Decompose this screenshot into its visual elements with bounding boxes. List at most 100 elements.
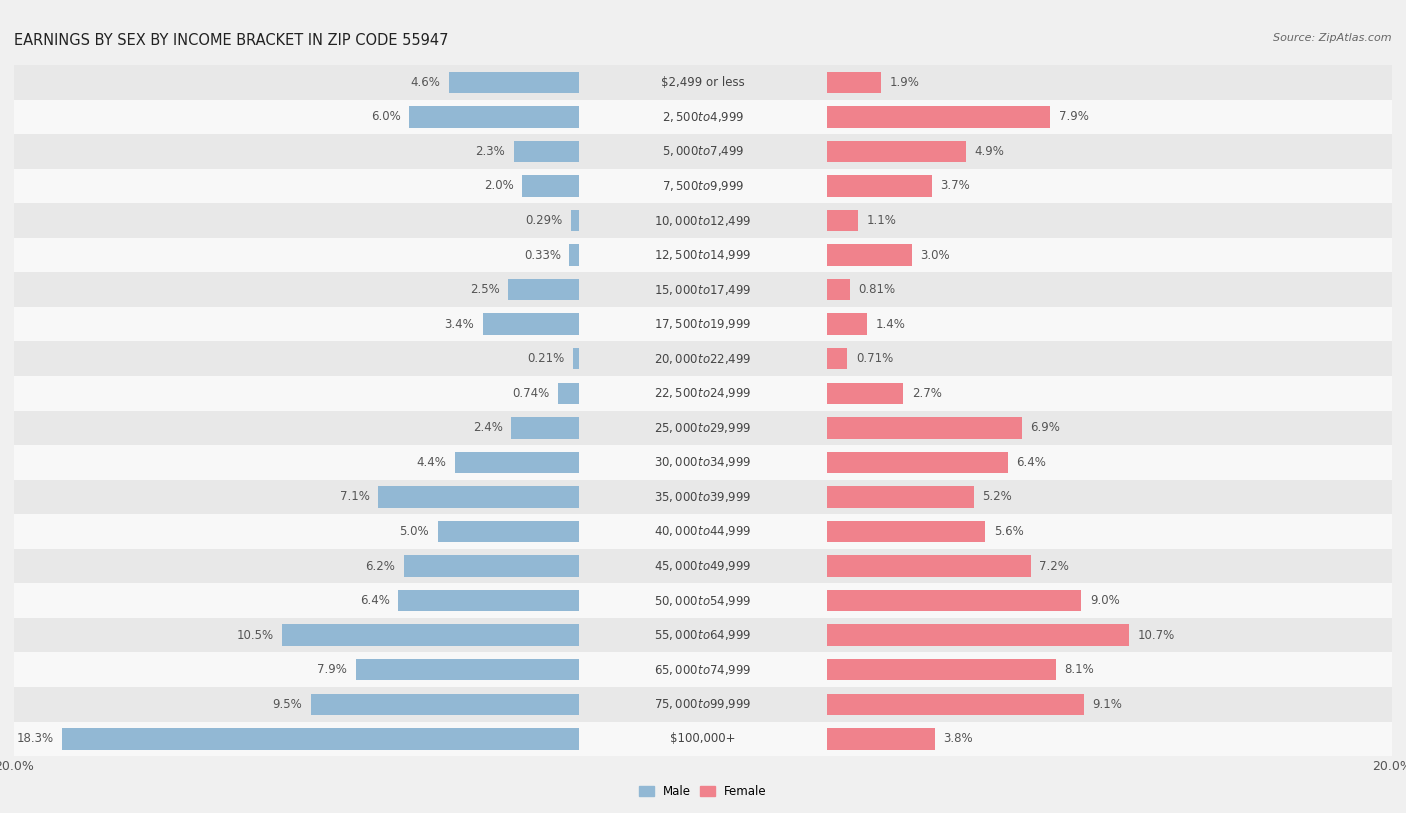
- Bar: [0, 134, 1406, 169]
- Text: 6.2%: 6.2%: [366, 559, 395, 572]
- Text: $50,000 to $54,999: $50,000 to $54,999: [654, 593, 752, 607]
- Text: 2.7%: 2.7%: [912, 387, 942, 400]
- Text: 9.0%: 9.0%: [1090, 594, 1119, 607]
- Text: 2.3%: 2.3%: [475, 145, 505, 158]
- Bar: [827, 555, 1031, 576]
- Text: $2,500 to $4,999: $2,500 to $4,999: [662, 110, 744, 124]
- Text: 9.5%: 9.5%: [273, 698, 302, 711]
- Bar: [0, 722, 1406, 756]
- Text: 8.1%: 8.1%: [1064, 663, 1094, 676]
- Bar: [0, 272, 1406, 307]
- Bar: [0, 134, 1406, 169]
- Text: $100,000+: $100,000+: [671, 733, 735, 746]
- Text: 7.9%: 7.9%: [1059, 111, 1088, 124]
- Bar: [0, 376, 1406, 411]
- Text: 9.1%: 9.1%: [1092, 698, 1122, 711]
- Bar: [0, 446, 1406, 480]
- Bar: [827, 279, 851, 300]
- Text: $35,000 to $39,999: $35,000 to $39,999: [654, 490, 752, 504]
- Text: $30,000 to $34,999: $30,000 to $34,999: [654, 455, 752, 469]
- Bar: [0, 169, 1406, 203]
- Bar: [0, 446, 1406, 480]
- Bar: [0, 411, 1406, 446]
- Bar: [0, 446, 1406, 480]
- Text: $25,000 to $29,999: $25,000 to $29,999: [654, 421, 752, 435]
- Text: 7.1%: 7.1%: [340, 490, 370, 503]
- Bar: [0, 411, 1406, 446]
- Text: 0.81%: 0.81%: [859, 283, 896, 296]
- Bar: [0, 307, 1406, 341]
- Bar: [0, 411, 1406, 446]
- Bar: [513, 141, 579, 162]
- Bar: [0, 237, 1406, 272]
- Bar: [827, 624, 1129, 646]
- Bar: [0, 237, 1406, 272]
- Text: 7.2%: 7.2%: [1039, 559, 1069, 572]
- Text: 5.0%: 5.0%: [399, 525, 429, 538]
- Bar: [0, 687, 1406, 722]
- Text: $65,000 to $74,999: $65,000 to $74,999: [654, 663, 752, 676]
- Bar: [827, 486, 974, 507]
- Text: 6.4%: 6.4%: [360, 594, 389, 607]
- Bar: [827, 659, 1056, 680]
- Bar: [0, 307, 1406, 341]
- Bar: [558, 383, 579, 404]
- Text: 0.29%: 0.29%: [524, 214, 562, 227]
- Bar: [0, 99, 1406, 134]
- Bar: [0, 515, 1406, 549]
- Bar: [0, 65, 1406, 99]
- Text: 2.0%: 2.0%: [484, 180, 513, 193]
- Text: $12,500 to $14,999: $12,500 to $14,999: [654, 248, 752, 262]
- Bar: [0, 169, 1406, 203]
- Text: $45,000 to $49,999: $45,000 to $49,999: [654, 559, 752, 573]
- Text: 1.4%: 1.4%: [875, 318, 905, 331]
- Bar: [827, 107, 1050, 128]
- Bar: [0, 237, 1406, 272]
- Text: 1.9%: 1.9%: [890, 76, 920, 89]
- Bar: [827, 245, 912, 266]
- Bar: [378, 486, 579, 507]
- Bar: [0, 272, 1406, 307]
- Text: $22,500 to $24,999: $22,500 to $24,999: [654, 386, 752, 400]
- Text: 2.4%: 2.4%: [472, 421, 502, 434]
- Bar: [827, 72, 882, 93]
- Bar: [0, 722, 1406, 756]
- Bar: [569, 245, 579, 266]
- Bar: [572, 348, 579, 369]
- Bar: [0, 515, 1406, 549]
- Bar: [0, 652, 1406, 687]
- Bar: [827, 452, 1008, 473]
- Bar: [0, 99, 1406, 134]
- Bar: [0, 203, 1406, 237]
- Text: 6.9%: 6.9%: [1031, 421, 1060, 434]
- Bar: [0, 618, 1406, 652]
- Text: $7,500 to $9,999: $7,500 to $9,999: [662, 179, 744, 193]
- Bar: [0, 584, 1406, 618]
- Text: $75,000 to $99,999: $75,000 to $99,999: [654, 698, 752, 711]
- Bar: [0, 480, 1406, 515]
- Text: 18.3%: 18.3%: [17, 733, 53, 746]
- Bar: [0, 549, 1406, 584]
- Bar: [437, 521, 579, 542]
- Bar: [827, 141, 966, 162]
- Bar: [0, 376, 1406, 411]
- Text: $20,000 to $22,499: $20,000 to $22,499: [654, 352, 752, 366]
- Bar: [62, 728, 579, 750]
- Text: 2.5%: 2.5%: [470, 283, 499, 296]
- Bar: [0, 341, 1406, 376]
- Bar: [0, 169, 1406, 203]
- Bar: [827, 728, 935, 750]
- Bar: [0, 687, 1406, 722]
- Bar: [0, 203, 1406, 237]
- Text: 3.0%: 3.0%: [921, 249, 950, 262]
- Bar: [522, 176, 579, 197]
- Bar: [827, 210, 858, 231]
- Bar: [508, 279, 579, 300]
- Bar: [0, 618, 1406, 652]
- Text: $55,000 to $64,999: $55,000 to $64,999: [654, 628, 752, 642]
- Text: 4.9%: 4.9%: [974, 145, 1004, 158]
- Bar: [0, 480, 1406, 515]
- Text: 7.9%: 7.9%: [318, 663, 347, 676]
- Bar: [510, 417, 579, 438]
- Bar: [827, 348, 848, 369]
